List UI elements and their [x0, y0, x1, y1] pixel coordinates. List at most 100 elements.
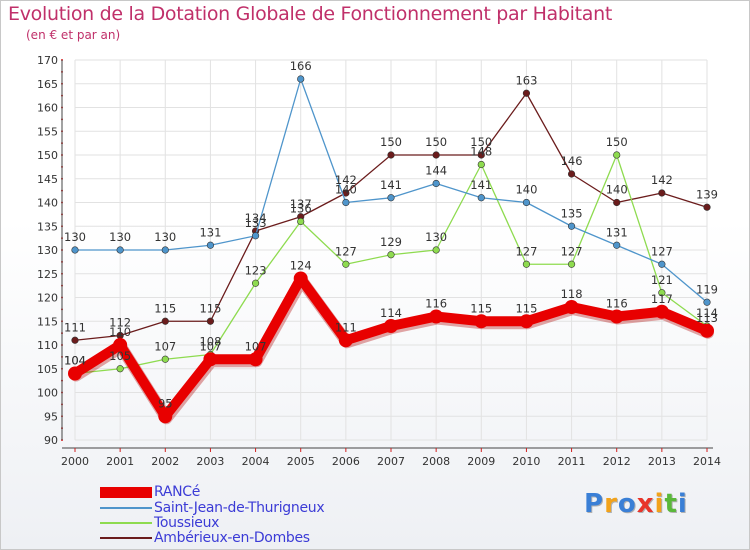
legend-item: Ambérieux-en-Dombes — [100, 530, 310, 546]
proxiti-logo: Proxiti — [584, 489, 688, 519]
data-label: 130 — [64, 230, 86, 244]
x-tick-label: 2011 — [558, 455, 586, 468]
x-tick-label: 2004 — [242, 455, 270, 468]
y-tick-label: 115 — [37, 315, 58, 328]
y-tick-label: 90 — [44, 434, 58, 447]
data-label: 111 — [335, 320, 357, 334]
data-point — [297, 217, 305, 226]
data-label: 139 — [696, 187, 718, 201]
legend-label: Ambérieux-en-Dombes — [154, 530, 310, 546]
chart-title: Evolution de la Dotation Globale de Fonc… — [8, 3, 613, 25]
data-point — [477, 151, 485, 159]
legend-swatch — [100, 537, 152, 539]
data-point — [522, 89, 531, 97]
data-label: 115 — [199, 301, 221, 315]
y-tick-label: 120 — [37, 292, 58, 305]
data-point — [161, 355, 169, 363]
logo-letter: t — [664, 489, 678, 519]
logo-letter: x — [636, 489, 655, 519]
y-tick-label: 170 — [37, 54, 58, 67]
y-tick-label: 155 — [37, 125, 58, 138]
data-point — [293, 271, 308, 286]
data-label: 141 — [380, 178, 402, 192]
x-tick-label: 2013 — [648, 455, 676, 468]
data-label: 107 — [245, 339, 267, 353]
y-tick-label: 130 — [37, 244, 58, 257]
data-label: 105 — [109, 349, 131, 363]
data-label: 114 — [380, 306, 402, 320]
data-point — [522, 260, 531, 268]
data-point — [384, 319, 398, 333]
data-point — [387, 251, 395, 259]
y-tick-label: 145 — [37, 173, 58, 186]
data-point — [206, 241, 215, 249]
data-point — [432, 246, 440, 254]
data-label: 131 — [606, 225, 628, 239]
data-point — [342, 198, 350, 207]
data-label: 150 — [425, 135, 447, 149]
data-label: 127 — [515, 244, 537, 258]
data-point — [654, 304, 669, 319]
data-label: 113 — [696, 311, 718, 325]
data-label: 140 — [606, 183, 628, 197]
data-label: 108 — [199, 335, 221, 349]
data-point — [248, 352, 263, 367]
data-label: 148 — [470, 145, 492, 159]
data-label: 133 — [245, 216, 267, 230]
data-point — [432, 151, 440, 159]
data-label: 117 — [651, 292, 673, 306]
data-label: 119 — [696, 282, 718, 296]
data-label: 95 — [158, 396, 173, 410]
data-point — [432, 179, 440, 188]
data-label: 104 — [64, 354, 86, 368]
data-label: 124 — [290, 259, 312, 273]
x-tick-label: 2007 — [377, 455, 405, 468]
data-point — [387, 151, 395, 159]
data-point — [251, 279, 260, 287]
data-label: 142 — [335, 173, 357, 187]
x-tick-label: 2009 — [467, 455, 495, 468]
data-label: 131 — [199, 225, 221, 239]
y-tick-label: 105 — [37, 363, 58, 376]
data-point — [387, 194, 395, 202]
data-point — [703, 298, 711, 306]
data-point — [658, 289, 666, 297]
data-label: 112 — [109, 316, 131, 330]
data-label: 129 — [380, 235, 402, 249]
data-label: 140 — [335, 183, 357, 197]
data-point — [161, 317, 169, 325]
y-tick-label: 135 — [37, 220, 58, 233]
data-label: 130 — [425, 230, 447, 244]
data-label: 135 — [561, 206, 583, 220]
data-point — [658, 260, 666, 268]
data-label: 146 — [561, 154, 583, 168]
data-label: 121 — [651, 273, 673, 287]
logo-letter: i — [654, 489, 665, 519]
x-tick-label: 2010 — [512, 455, 540, 468]
data-label: 137 — [290, 197, 312, 211]
data-label: 144 — [425, 164, 447, 178]
data-point — [477, 194, 485, 202]
axis-layer: 90 95 100 105 110 115 120 125 130 135 140 145 150 155… — [37, 54, 721, 468]
data-label: 115 — [154, 301, 176, 315]
y-tick-label: 140 — [37, 197, 58, 210]
data-point — [613, 198, 621, 207]
y-tick-label: 100 — [37, 387, 58, 400]
data-point — [429, 309, 444, 324]
data-point — [613, 151, 621, 159]
data-point — [116, 246, 124, 254]
logo-letter: i — [677, 489, 688, 519]
data-point — [519, 314, 534, 329]
legend-label: Saint-Jean-de-Thurigneux — [154, 500, 325, 516]
x-tick-label: 2008 — [422, 455, 450, 468]
data-label: 107 — [199, 339, 221, 353]
data-label: 136 — [290, 202, 312, 216]
data-label: 134 — [245, 211, 267, 225]
x-tick-label: 2000 — [61, 455, 89, 468]
data-label: 118 — [561, 287, 583, 301]
data-point — [342, 260, 350, 268]
data-point — [477, 160, 485, 169]
y-tick-label: 125 — [37, 268, 58, 281]
data-label: 130 — [109, 230, 131, 244]
